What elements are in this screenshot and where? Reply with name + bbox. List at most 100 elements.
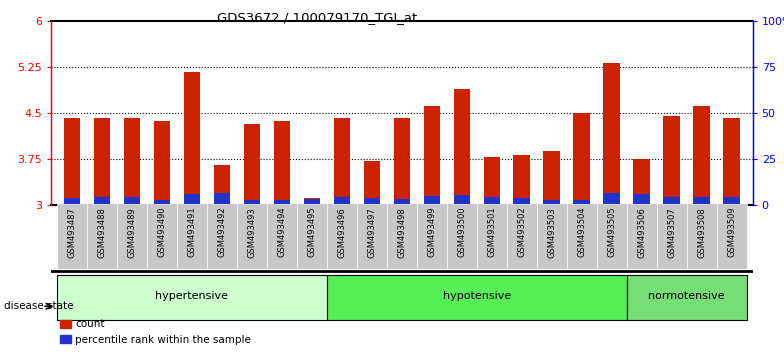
Text: GSM493506: GSM493506 — [637, 207, 646, 258]
FancyBboxPatch shape — [447, 204, 477, 269]
Bar — [394, 199, 410, 205]
Text: GSM493503: GSM493503 — [547, 207, 556, 258]
Bar — [724, 197, 740, 205]
Bar — [94, 197, 111, 205]
Bar — [693, 197, 710, 205]
FancyBboxPatch shape — [537, 204, 567, 269]
Bar — [364, 160, 380, 205]
Bar — [663, 197, 680, 205]
Text: GSM493494: GSM493494 — [278, 207, 286, 257]
Bar — [274, 200, 290, 205]
FancyBboxPatch shape — [597, 204, 626, 269]
Bar — [244, 200, 260, 205]
Bar — [64, 198, 80, 205]
Bar — [333, 197, 350, 205]
FancyBboxPatch shape — [327, 275, 626, 320]
Bar — [94, 118, 111, 205]
Bar — [724, 118, 740, 205]
Bar — [604, 63, 620, 205]
Bar — [663, 116, 680, 205]
FancyBboxPatch shape — [87, 204, 117, 269]
Text: GSM493505: GSM493505 — [607, 207, 616, 257]
Bar — [514, 198, 530, 205]
Text: GSM493493: GSM493493 — [248, 207, 256, 258]
FancyBboxPatch shape — [357, 204, 387, 269]
Bar — [64, 118, 80, 205]
Bar — [633, 194, 650, 205]
Bar — [244, 124, 260, 205]
Text: hypertensive: hypertensive — [155, 291, 228, 301]
FancyBboxPatch shape — [687, 204, 717, 269]
Bar — [333, 118, 350, 205]
FancyBboxPatch shape — [506, 204, 537, 269]
Text: GSM493507: GSM493507 — [667, 207, 676, 258]
Text: hypotensive: hypotensive — [443, 291, 511, 301]
Bar — [543, 151, 560, 205]
FancyBboxPatch shape — [477, 204, 506, 269]
FancyBboxPatch shape — [177, 204, 207, 269]
Bar — [514, 155, 530, 205]
Text: GSM493487: GSM493487 — [67, 207, 77, 258]
FancyBboxPatch shape — [267, 204, 297, 269]
Bar — [453, 89, 470, 205]
Legend: count, percentile rank within the sample: count, percentile rank within the sample — [56, 315, 255, 349]
Text: GSM493497: GSM493497 — [368, 207, 376, 258]
Text: disease state: disease state — [4, 301, 74, 311]
Bar — [573, 113, 590, 205]
Bar — [604, 193, 620, 205]
Text: GSM493495: GSM493495 — [307, 207, 316, 257]
FancyBboxPatch shape — [117, 204, 147, 269]
Bar — [124, 197, 140, 205]
Bar — [693, 106, 710, 205]
FancyBboxPatch shape — [657, 204, 687, 269]
FancyBboxPatch shape — [207, 204, 237, 269]
Text: normotensive: normotensive — [648, 291, 725, 301]
FancyBboxPatch shape — [297, 204, 327, 269]
Bar — [303, 198, 320, 205]
Bar — [573, 200, 590, 205]
FancyBboxPatch shape — [417, 204, 447, 269]
Bar — [154, 200, 170, 205]
Text: GSM493491: GSM493491 — [187, 207, 197, 257]
Text: GSM493489: GSM493489 — [128, 207, 136, 258]
FancyBboxPatch shape — [147, 204, 177, 269]
Text: GSM493500: GSM493500 — [457, 207, 466, 257]
FancyBboxPatch shape — [237, 204, 267, 269]
Bar — [633, 159, 650, 205]
Bar — [124, 118, 140, 205]
Bar — [303, 199, 320, 205]
FancyBboxPatch shape — [567, 204, 597, 269]
Bar — [364, 198, 380, 205]
Text: GSM493492: GSM493492 — [217, 207, 227, 257]
Bar — [183, 194, 200, 205]
FancyBboxPatch shape — [327, 204, 357, 269]
FancyBboxPatch shape — [626, 204, 657, 269]
Bar — [423, 196, 440, 205]
FancyBboxPatch shape — [717, 204, 746, 269]
Text: GSM493501: GSM493501 — [488, 207, 496, 257]
Text: GSM493509: GSM493509 — [727, 207, 736, 257]
FancyBboxPatch shape — [387, 204, 417, 269]
Text: GSM493504: GSM493504 — [577, 207, 586, 257]
Bar — [154, 121, 170, 205]
Text: GDS3672 / 100079170_TGI_at: GDS3672 / 100079170_TGI_at — [217, 11, 418, 24]
Text: GSM493508: GSM493508 — [697, 207, 706, 258]
Bar — [423, 106, 440, 205]
Text: GSM493499: GSM493499 — [427, 207, 436, 257]
Bar — [484, 197, 500, 205]
FancyBboxPatch shape — [626, 275, 746, 320]
Text: GSM493490: GSM493490 — [158, 207, 166, 257]
Bar — [394, 118, 410, 205]
Bar — [484, 158, 500, 205]
Text: GSM493502: GSM493502 — [517, 207, 526, 257]
Bar — [453, 195, 470, 205]
Text: GSM493488: GSM493488 — [97, 207, 107, 258]
Bar — [543, 200, 560, 205]
FancyBboxPatch shape — [57, 275, 327, 320]
Bar — [213, 165, 230, 205]
Bar — [213, 193, 230, 205]
Text: GSM493496: GSM493496 — [337, 207, 347, 258]
FancyBboxPatch shape — [57, 204, 87, 269]
Text: GSM493498: GSM493498 — [397, 207, 406, 258]
Bar — [183, 72, 200, 205]
